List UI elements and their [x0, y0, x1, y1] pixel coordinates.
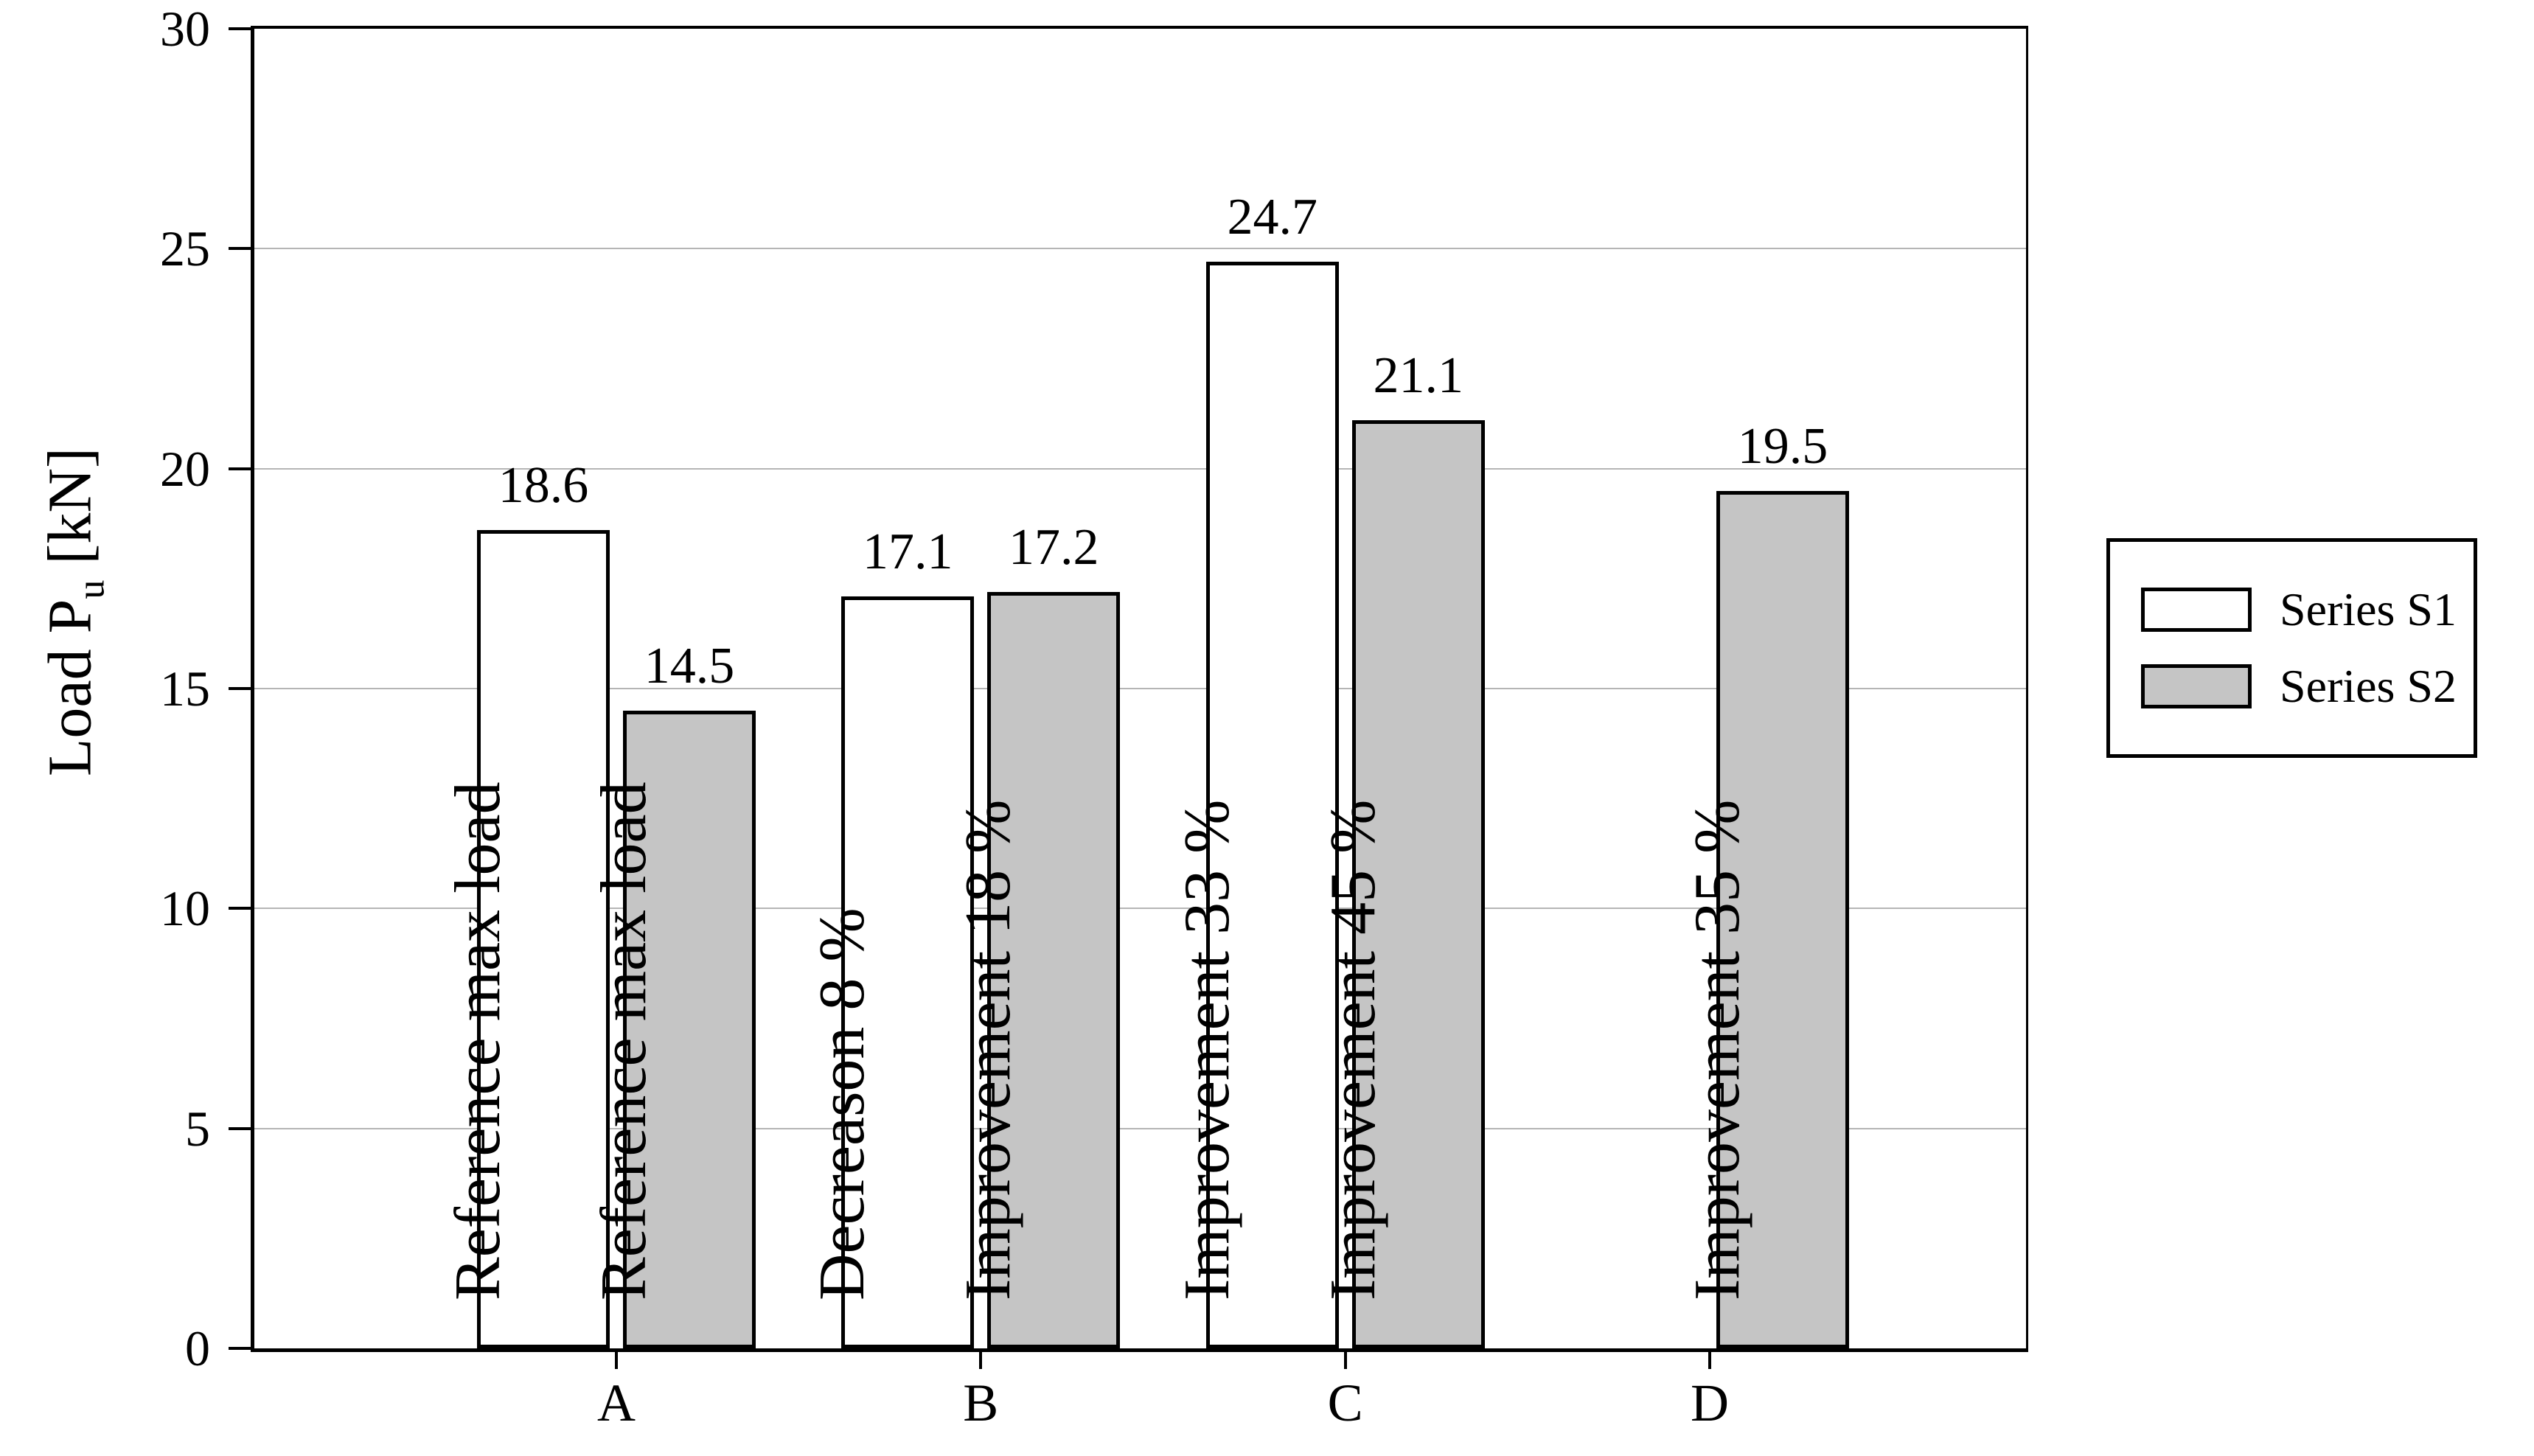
- y-tick-label-15: 15: [160, 661, 210, 717]
- bar-label-c-s2: Improvement 45 %: [1317, 799, 1389, 1300]
- bar-c-s2: Improvement 45 %: [1318, 420, 1485, 1348]
- x-category-label-a: A: [597, 1373, 636, 1432]
- bar-label-a-s1: Reference max load: [442, 781, 514, 1300]
- legend-item-s1: Series S1: [2141, 586, 2474, 633]
- bar-label-b-s1: Decreason 8 %: [807, 908, 879, 1300]
- y-tick-label-20: 20: [160, 440, 210, 497]
- x-tick-c: [1343, 1348, 1347, 1369]
- gridline-25: [254, 248, 2026, 250]
- value-label-b-s2: 17.2: [1009, 518, 1099, 576]
- y-tick-20: [229, 467, 251, 470]
- bar-d-s2: Improvement 35 %: [1682, 490, 1849, 1348]
- gridline-5: [254, 1127, 2026, 1129]
- value-label-b-s1: 17.1: [863, 523, 953, 580]
- legend: Series S1 Series S2: [2106, 538, 2477, 758]
- x-category-label-c: C: [1327, 1373, 1363, 1432]
- y-tick-0: [229, 1347, 251, 1350]
- y-tick-15: [229, 687, 251, 690]
- value-label-d-s2: 19.5: [1737, 417, 1828, 475]
- bar-label-a-s2: Reference max load: [588, 781, 660, 1300]
- gridline-10: [254, 908, 2026, 910]
- x-category-label-b: B: [963, 1373, 999, 1432]
- x-tick-a: [615, 1348, 618, 1369]
- y-tick-25: [229, 247, 251, 251]
- bar-c-s1: Improvement 33 %: [1172, 262, 1339, 1348]
- y-tick-label-10: 10: [160, 880, 210, 937]
- y-tick-label-25: 25: [160, 220, 210, 277]
- y-axis-title-sub: u: [70, 579, 113, 599]
- y-tick-10: [229, 907, 251, 910]
- value-label-a-s1: 18.6: [498, 457, 589, 515]
- y-tick-label-5: 5: [185, 1100, 210, 1157]
- legend-swatch-s1: [2141, 588, 2252, 632]
- x-tick-d: [1708, 1348, 1711, 1369]
- bar-a-s1: Reference max load: [442, 530, 610, 1348]
- y-tick-label-0: 0: [185, 1320, 210, 1376]
- plot-area: Reference max load 18.6 Decreason 8 % 17.1 I…: [251, 26, 2028, 1352]
- bar-b-s2: Improvement 18 %: [953, 591, 1121, 1348]
- value-label-c-s1: 24.7: [1227, 189, 1318, 246]
- gridline-20: [254, 467, 2026, 470]
- legend-swatch-s2: [2141, 664, 2252, 708]
- bar-b-s1: Decreason 8 %: [807, 596, 975, 1348]
- bar-a-s2: Reference max load: [588, 710, 756, 1348]
- gridline-15: [254, 688, 2026, 689]
- x-tick-b: [979, 1348, 983, 1369]
- value-label-a-s2: 14.5: [644, 637, 735, 694]
- bar-label-d-s2: Improvement 35 %: [1682, 799, 1753, 1300]
- y-tick-label-30: 30: [160, 1, 210, 57]
- x-category-label-d: D: [1691, 1373, 1729, 1432]
- bar-label-b-s2: Improvement 18 %: [953, 799, 1025, 1300]
- legend-label-s2: Series S2: [2280, 660, 2457, 712]
- y-tick-5: [229, 1126, 251, 1130]
- legend-label-s1: Series S1: [2280, 583, 2457, 635]
- value-label-c-s2: 21.1: [1373, 347, 1463, 405]
- legend-item-s2: Series S2: [2141, 663, 2474, 710]
- bar-label-c-s1: Improvement 33 %: [1171, 799, 1243, 1300]
- y-tick-30: [229, 27, 251, 30]
